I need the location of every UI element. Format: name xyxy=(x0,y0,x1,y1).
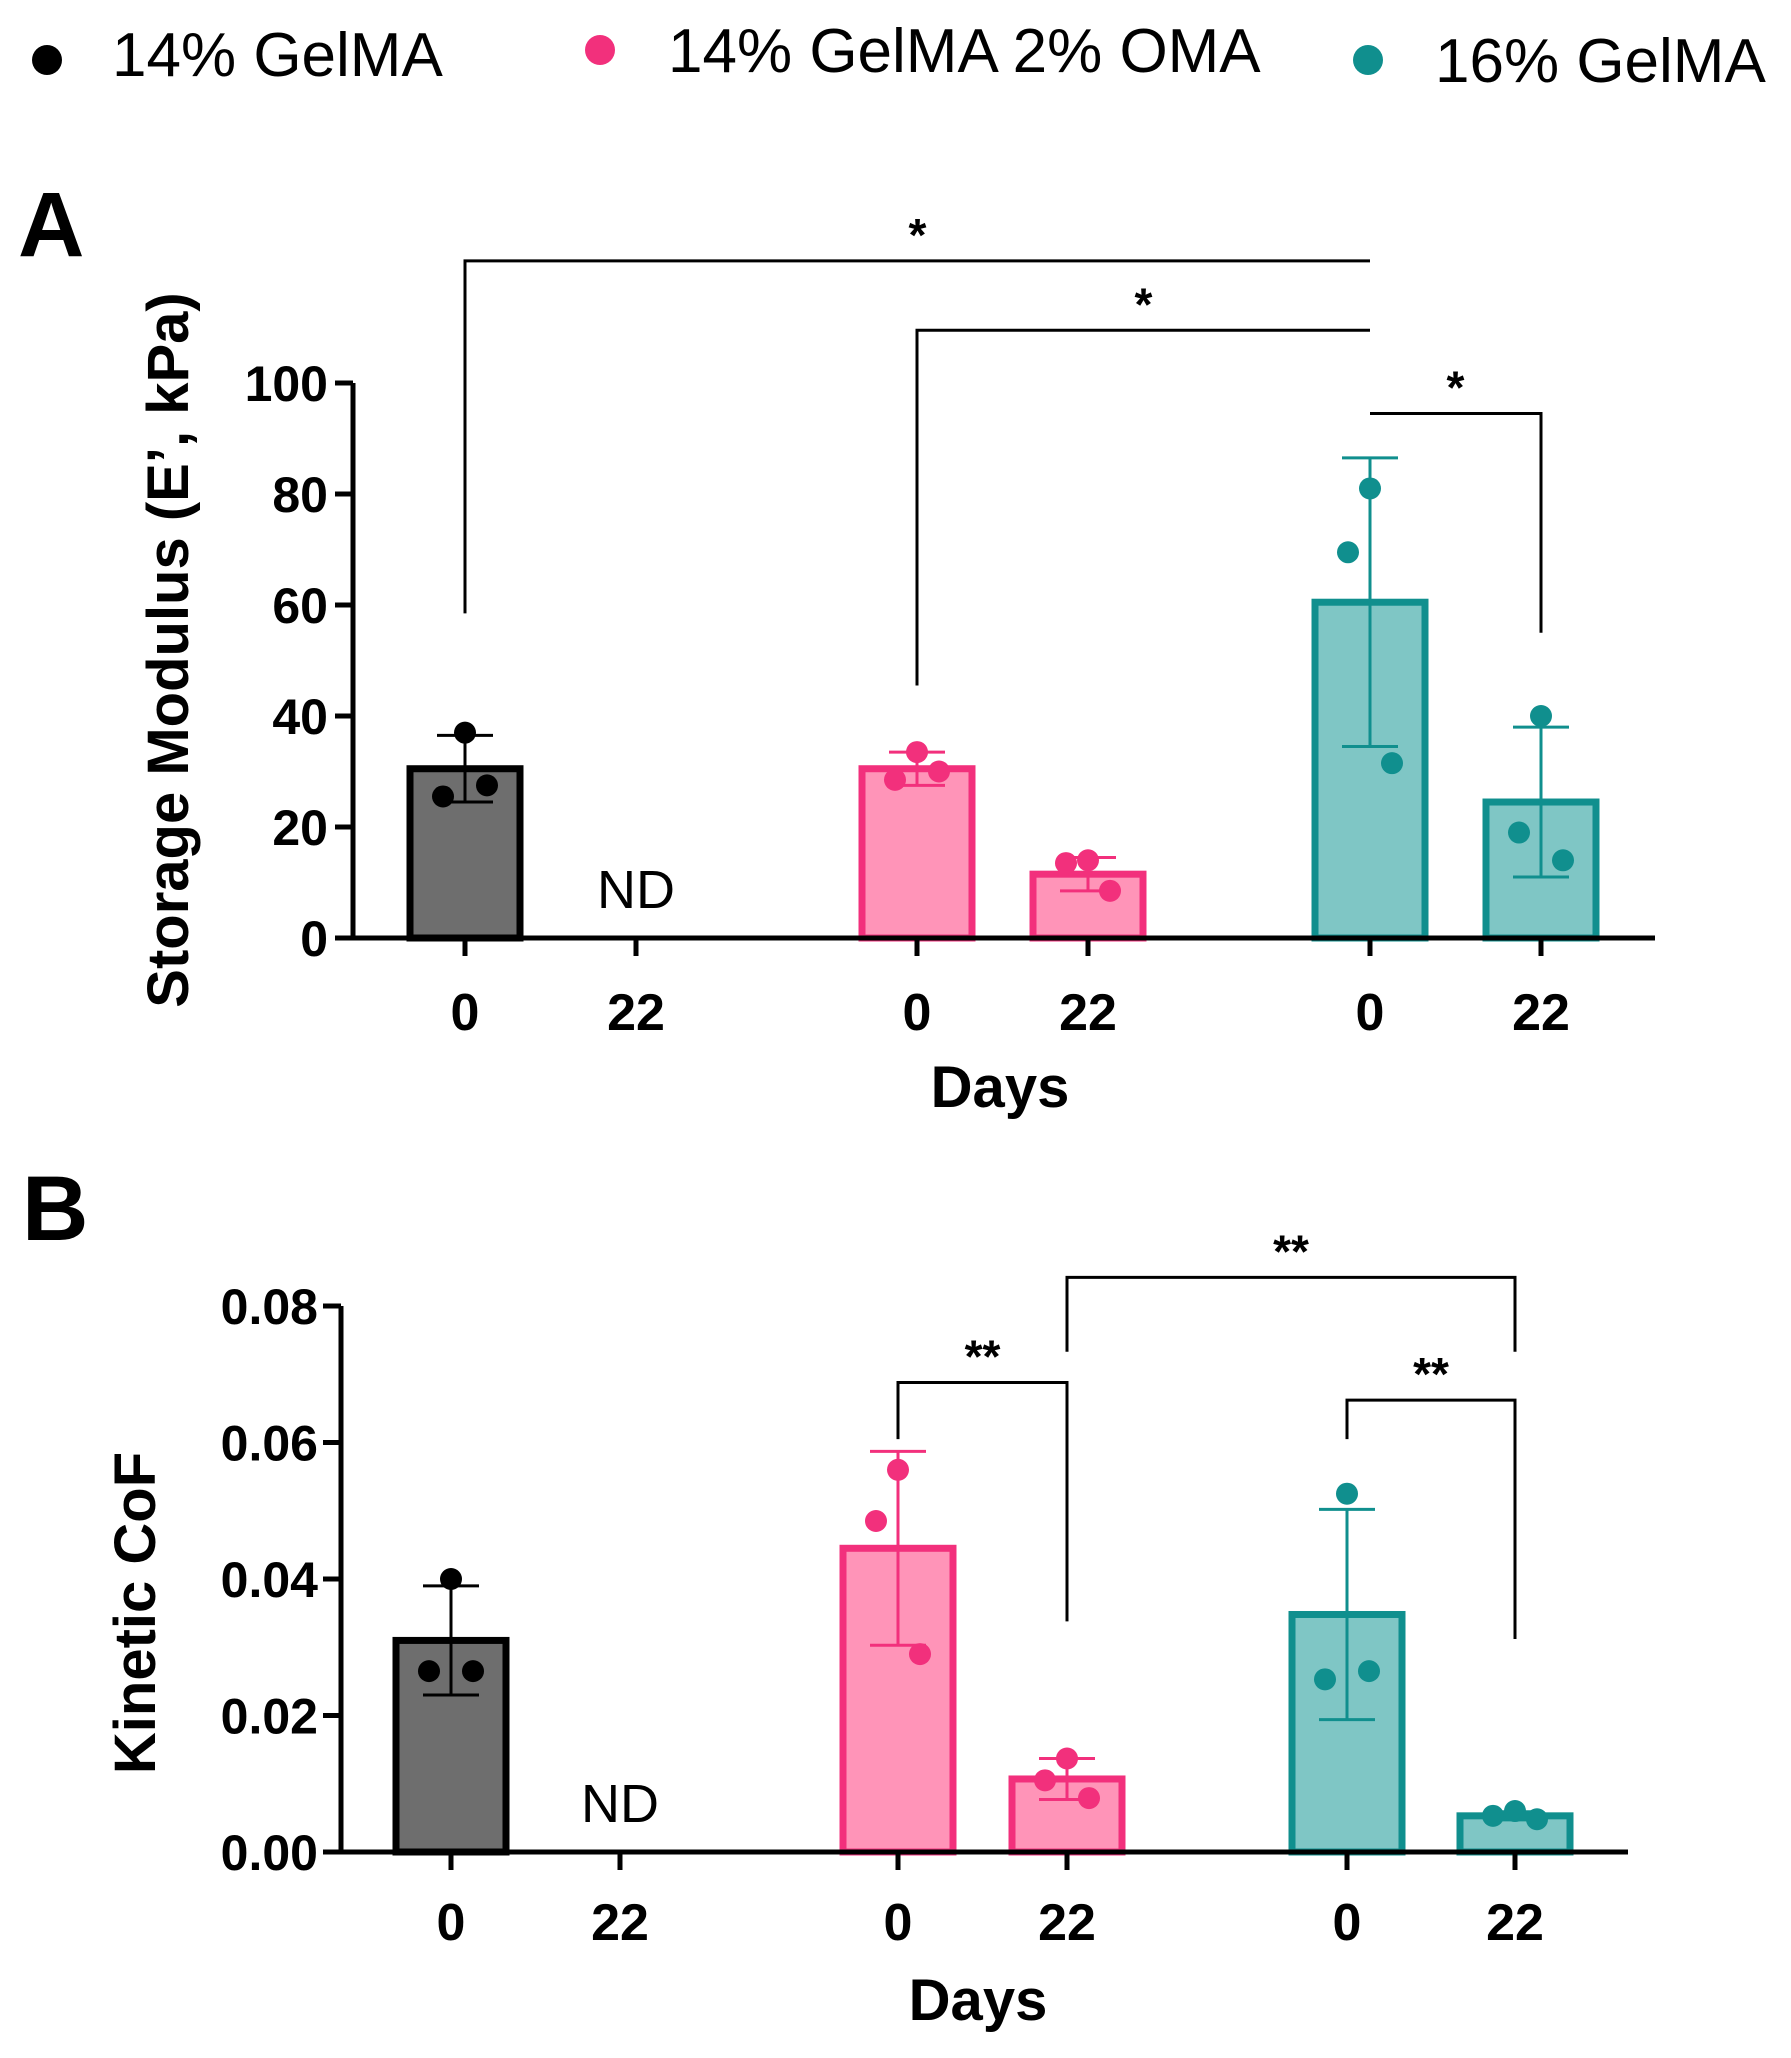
significance-bracket-a-2 xyxy=(1370,412,1543,633)
data-point-a-4-1 xyxy=(1337,541,1359,564)
y-tick-label-b-4: 0.08 xyxy=(221,1279,318,1335)
x-tick-label-a-0: 0 xyxy=(451,984,480,1042)
significance-label-b-1: ** xyxy=(1273,1225,1309,1277)
not-determined-label-a: ND xyxy=(597,860,675,920)
data-point-a-0-1 xyxy=(432,785,454,808)
x-tick-label-a-2: 0 xyxy=(903,984,932,1042)
data-point-b-4-0 xyxy=(1336,1482,1358,1505)
x-tick-label-b-5: 22 xyxy=(1486,1894,1544,1952)
data-point-a-3-0 xyxy=(1077,849,1099,872)
y-tick-label-b-0: 0.00 xyxy=(221,1825,318,1881)
data-point-b-0-1 xyxy=(418,1660,440,1683)
data-point-a-5-0 xyxy=(1530,705,1552,727)
x-tick-label-b-1: 22 xyxy=(591,1894,649,1952)
y-tick-label-b-1: 0.02 xyxy=(221,1689,318,1745)
data-point-b-2-1 xyxy=(865,1509,887,1532)
significance-bracket-b-1 xyxy=(1065,1275,1517,1352)
plot-area-a: ND 0 20 40 60 80 100 0 22 0 22 0 22 * * * xyxy=(245,209,1655,1042)
data-point-b-3-0 xyxy=(1056,1747,1078,1770)
x-tick-label-b-4: 0 xyxy=(1333,1894,1362,1952)
significance-bracket-a-0 xyxy=(463,259,1370,614)
x-axis-title-a: Days xyxy=(931,1055,1070,1120)
panel-label-b: B xyxy=(22,1158,88,1260)
legend-label-14-gelma: 14% GelMA xyxy=(112,21,443,90)
data-point-a-5-1 xyxy=(1508,821,1530,844)
data-point-b-4-1 xyxy=(1314,1668,1336,1691)
x-tick-label-b-0: 0 xyxy=(437,1894,466,1952)
significance-bracket-a-1 xyxy=(915,328,1370,686)
data-point-b-0-2 xyxy=(462,1660,484,1683)
significance-label-b-2: ** xyxy=(1413,1348,1449,1400)
data-point-b-0-0 xyxy=(440,1568,462,1590)
significance-label-b-0: ** xyxy=(965,1330,1001,1382)
significance-label-a-0: * xyxy=(909,209,927,261)
data-point-a-2-2 xyxy=(928,760,950,783)
data-point-a-4-0 xyxy=(1359,477,1381,500)
legend-marker-14-gelma xyxy=(32,45,62,75)
not-determined-label-b: ND xyxy=(581,1774,659,1834)
data-point-b-3-1 xyxy=(1034,1769,1056,1792)
significance-label-a-2: * xyxy=(1447,362,1465,414)
data-point-b-5-1 xyxy=(1482,1804,1504,1827)
data-point-a-3-1 xyxy=(1055,852,1077,875)
legend-marker-16-gelma xyxy=(1353,45,1383,75)
panel-b: B Kinetic CoF Days ND 0.00 0.02 0.04 0.06 0.0… xyxy=(22,1158,1628,2033)
significance-bracket-b-0 xyxy=(896,1380,1069,1622)
x-tick-label-a-4: 0 xyxy=(1356,984,1385,1042)
y-tick-label-a-0: 0 xyxy=(300,911,328,967)
y-tick-label-a-3: 60 xyxy=(272,578,328,634)
legend-marker-14-gelma-2-oma xyxy=(585,35,615,65)
data-point-b-3-2 xyxy=(1078,1787,1100,1810)
x-axis-title-b: Days xyxy=(909,1968,1048,2033)
significance-bracket-b-2 xyxy=(1345,1398,1517,1640)
data-point-b-4-2 xyxy=(1358,1660,1380,1683)
y-tick-label-a-4: 80 xyxy=(272,467,328,523)
x-tick-label-b-2: 0 xyxy=(884,1894,913,1952)
legend: 14% GelMA 14% GelMA 2% OMA 16% GelMA xyxy=(32,17,1766,96)
y-tick-label-a-5: 100 xyxy=(245,356,328,412)
plot-area-b: ND 0.00 0.02 0.04 0.06 0.08 0 22 0 22 0 22 ** ** ** xyxy=(221,1225,1628,1952)
y-tick-label-b-3: 0.06 xyxy=(221,1416,318,1472)
data-point-a-0-2 xyxy=(476,774,498,797)
x-tick-label-a-1: 22 xyxy=(607,984,665,1042)
data-point-a-3-2 xyxy=(1099,879,1121,902)
y-axis-title-b: Kinetic CoF xyxy=(103,1452,168,1774)
bar-a-2 xyxy=(858,765,976,942)
y-tick-label-a-1: 20 xyxy=(272,800,328,856)
data-point-a-2-0 xyxy=(906,741,928,764)
data-point-b-2-2 xyxy=(909,1643,931,1666)
panel-label-a: A xyxy=(18,174,84,276)
data-point-a-4-2 xyxy=(1381,752,1403,775)
data-point-b-2-0 xyxy=(887,1458,909,1481)
x-tick-label-b-3: 22 xyxy=(1038,1894,1096,1952)
legend-label-16-gelma: 16% GelMA xyxy=(1435,27,1766,96)
significance-label-a-1: * xyxy=(1135,278,1153,330)
data-point-a-0-0 xyxy=(454,721,476,744)
x-tick-label-a-3: 22 xyxy=(1059,984,1117,1042)
y-tick-label-b-2: 0.04 xyxy=(221,1552,319,1608)
data-point-a-2-1 xyxy=(884,768,906,791)
data-point-b-5-0 xyxy=(1504,1800,1526,1823)
panel-a: A Storage Modulus (E’, kPa) Days ND 0 20 40… xyxy=(18,174,1655,1120)
y-tick-label-a-2: 40 xyxy=(272,689,328,745)
y-axis-title-a: Storage Modulus (E’, kPa) xyxy=(136,292,201,1007)
x-tick-label-a-5: 22 xyxy=(1512,984,1570,1042)
data-point-a-5-2 xyxy=(1552,849,1574,872)
legend-label-14-gelma-2-oma: 14% GelMA 2% OMA xyxy=(668,17,1261,86)
data-point-b-5-2 xyxy=(1526,1808,1548,1831)
